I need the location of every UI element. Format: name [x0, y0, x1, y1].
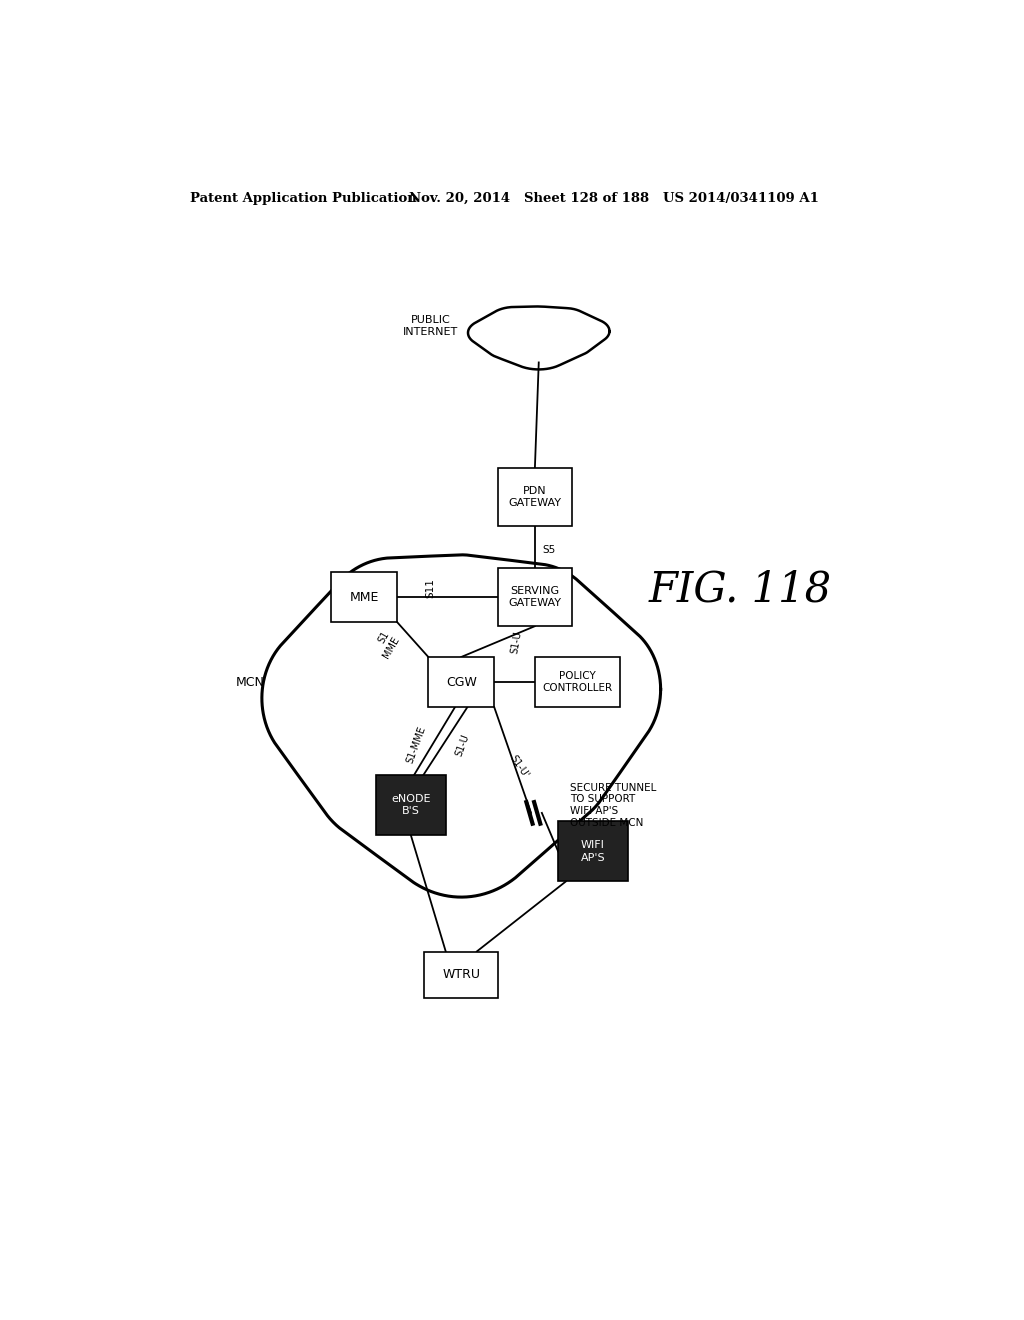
- Text: CGW: CGW: [445, 676, 477, 689]
- FancyBboxPatch shape: [424, 952, 498, 998]
- FancyBboxPatch shape: [376, 775, 445, 836]
- FancyBboxPatch shape: [428, 657, 495, 708]
- Text: eNODE
B'S: eNODE B'S: [391, 795, 431, 816]
- Text: PDN
GATEWAY: PDN GATEWAY: [508, 486, 561, 508]
- Polygon shape: [262, 554, 660, 898]
- FancyBboxPatch shape: [332, 573, 397, 622]
- Text: SERVING
GATEWAY: SERVING GATEWAY: [508, 586, 561, 609]
- Text: FIG. 118: FIG. 118: [648, 569, 831, 611]
- Text: POLICY
CONTROLLER: POLICY CONTROLLER: [543, 671, 612, 693]
- Text: WTRU: WTRU: [442, 968, 480, 981]
- Text: S5: S5: [543, 545, 556, 554]
- Text: S1
MME: S1 MME: [371, 630, 400, 660]
- Text: MME: MME: [349, 591, 379, 603]
- Text: S11: S11: [425, 578, 435, 598]
- FancyBboxPatch shape: [558, 821, 628, 882]
- Text: PUBLIC
INTERNET: PUBLIC INTERNET: [402, 315, 458, 337]
- Text: Patent Application Publication: Patent Application Publication: [190, 191, 417, 205]
- FancyBboxPatch shape: [498, 569, 571, 626]
- FancyBboxPatch shape: [535, 657, 621, 708]
- Text: WIFI
AP'S: WIFI AP'S: [581, 841, 605, 862]
- Text: SECURE TUNNEL
TO SUPPORT
WIFI AP'S
OUTSIDE MCN: SECURE TUNNEL TO SUPPORT WIFI AP'S OUTSI…: [569, 783, 656, 828]
- Text: S1-U': S1-U': [508, 754, 530, 780]
- Text: S1-MME: S1-MME: [404, 725, 427, 766]
- Text: MCN: MCN: [236, 676, 265, 689]
- Text: Nov. 20, 2014   Sheet 128 of 188   US 2014/0341109 A1: Nov. 20, 2014 Sheet 128 of 188 US 2014/0…: [409, 191, 818, 205]
- Text: S1-U: S1-U: [509, 630, 523, 655]
- Text: S1-U: S1-U: [454, 733, 471, 758]
- FancyBboxPatch shape: [498, 469, 571, 527]
- Polygon shape: [468, 306, 609, 370]
